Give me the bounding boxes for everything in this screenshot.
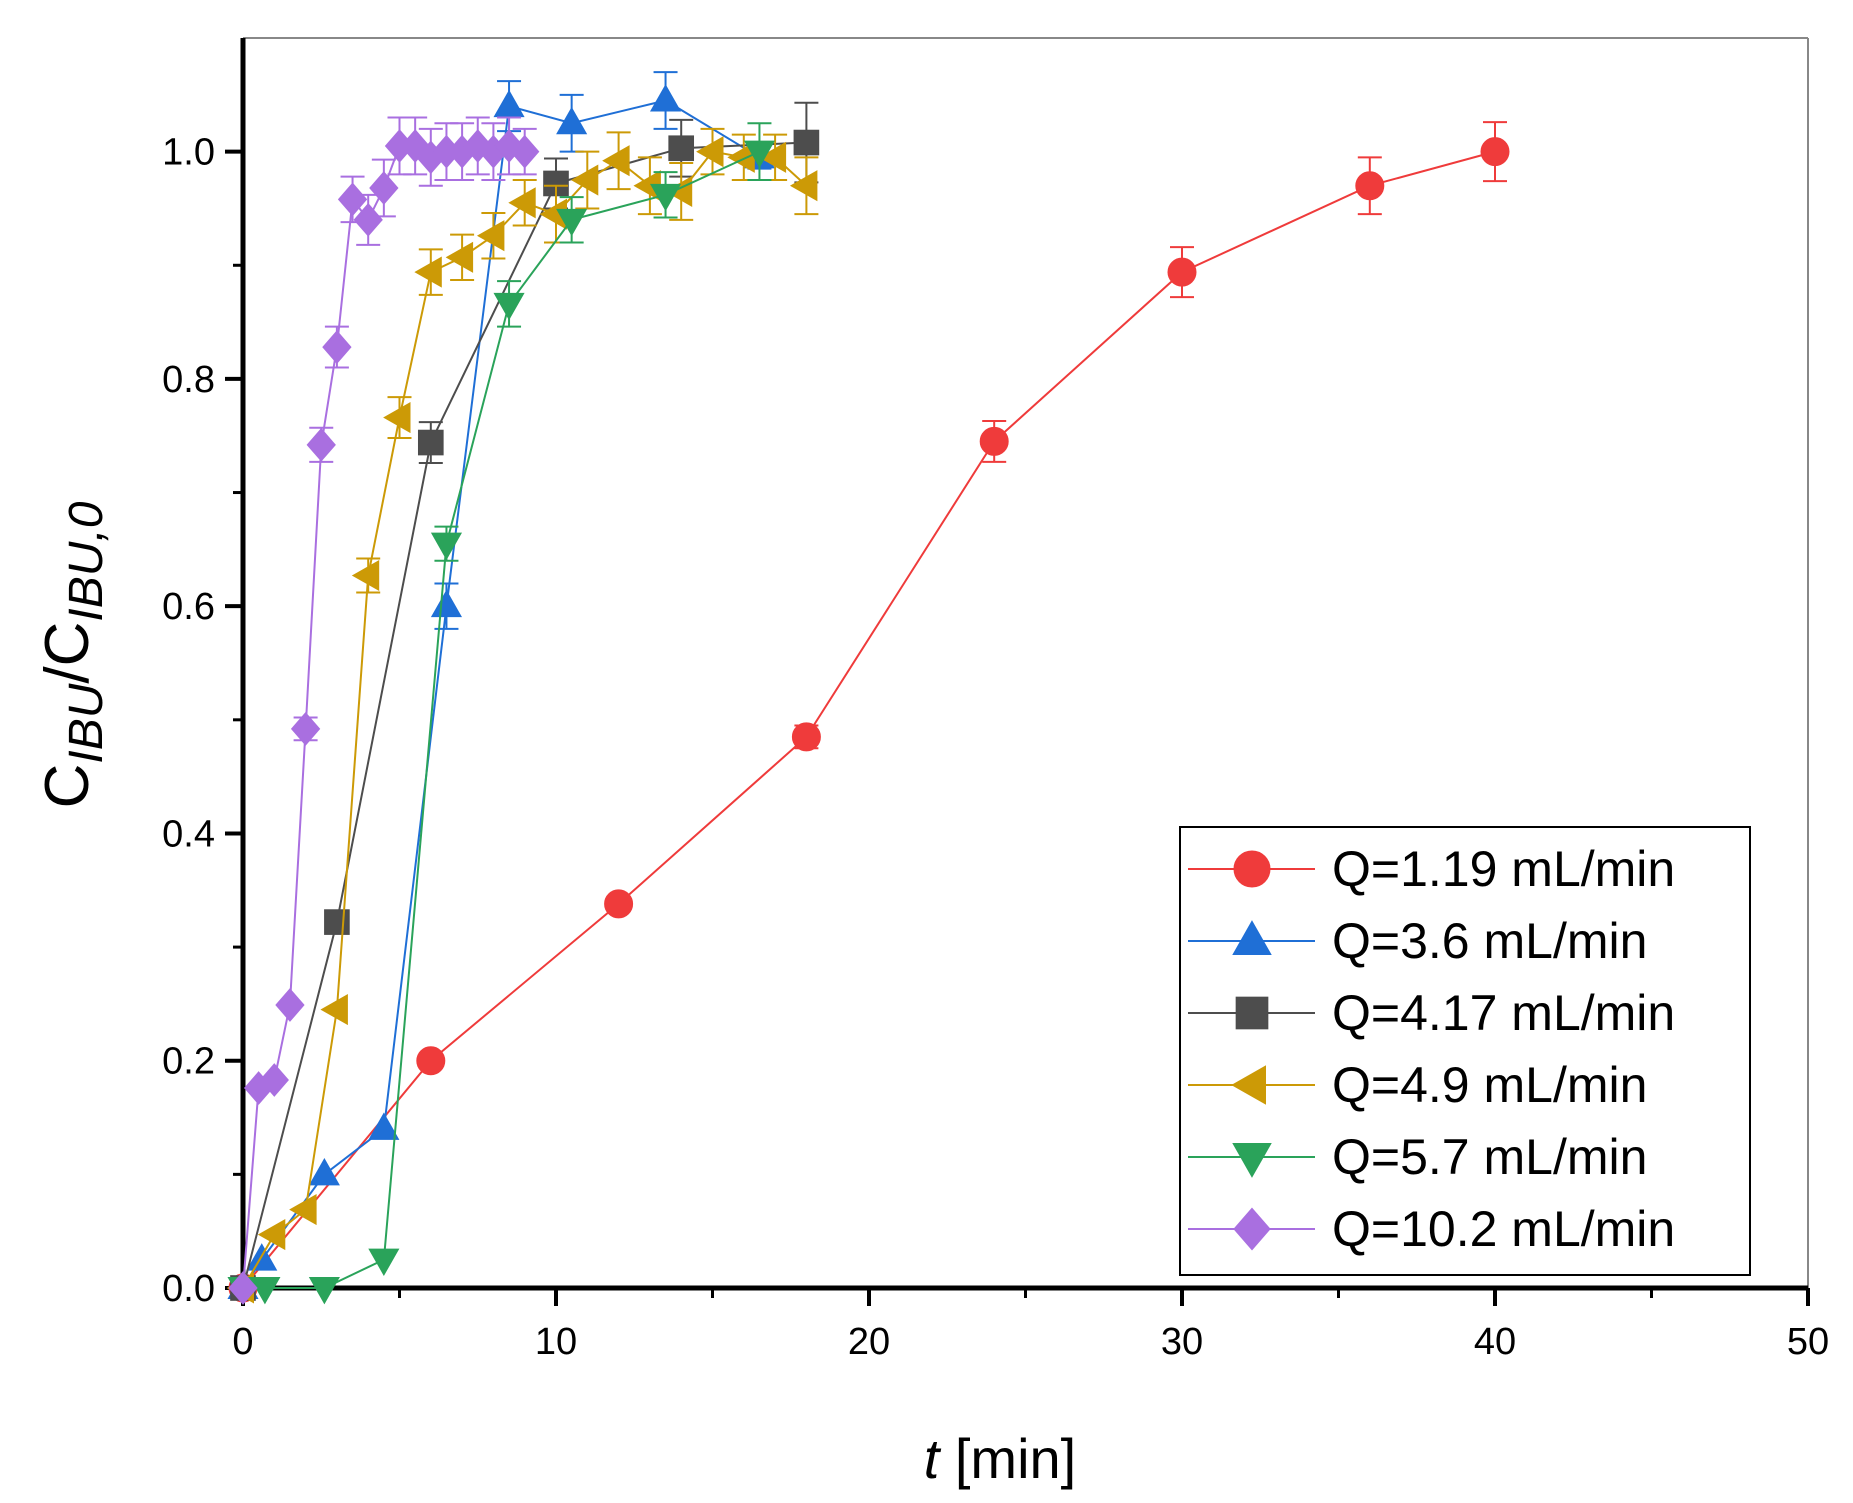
data-point	[306, 427, 336, 462]
legend-label: Q=10.2 mL/min	[1332, 1201, 1675, 1257]
y-tick-label: 1.0	[162, 132, 215, 174]
data-point	[556, 106, 588, 135]
legend-entry: Q=5.7 mL/min	[1188, 1129, 1647, 1185]
data-point	[1480, 137, 1510, 167]
data-point	[743, 140, 776, 169]
data-point	[604, 889, 634, 919]
data-point	[259, 1063, 289, 1097]
data-point	[668, 135, 695, 162]
x-tick-label: 0	[232, 1321, 253, 1363]
data-point	[696, 136, 724, 168]
data-point	[368, 1112, 400, 1140]
legend-swatch-marker	[1231, 1065, 1266, 1105]
series-5	[228, 116, 540, 1305]
legend-swatch-marker	[1233, 850, 1271, 888]
legend-entry: Q=10.2 mL/min	[1188, 1201, 1675, 1257]
x-axis-title-unit: [min]	[939, 1427, 1076, 1490]
data-point	[791, 722, 821, 752]
data-point	[793, 129, 820, 156]
y-tick-label: 0.4	[162, 813, 215, 855]
data-point	[430, 532, 463, 561]
legend-label: Q=5.7 mL/min	[1332, 1129, 1647, 1185]
legend-entry: Q=4.17 mL/min	[1188, 985, 1675, 1041]
data-point	[1355, 171, 1385, 201]
x-axis-title-variable: t	[924, 1427, 942, 1490]
data-point	[493, 292, 525, 321]
series-line	[242, 150, 1496, 1289]
x-axis-title: t [min]	[924, 1427, 1076, 1490]
data-point	[324, 909, 350, 935]
data-point	[789, 170, 818, 202]
data-point	[228, 1271, 258, 1305]
data-point	[320, 994, 348, 1026]
data-point	[337, 182, 368, 217]
y-axis-title-slash: /	[33, 666, 102, 684]
series-0	[228, 121, 1510, 1303]
data-point	[602, 145, 630, 177]
legend-label: Q=1.19 mL/min	[1332, 841, 1675, 897]
data-point	[383, 401, 411, 434]
y-axis: 0.0 0.2 0.4 0.6 0.8 1.0	[162, 132, 243, 1310]
data-point	[369, 171, 399, 205]
data-point	[289, 1194, 317, 1226]
data-point	[556, 208, 588, 237]
y-tick-label: 0.6	[162, 586, 215, 628]
data-point	[416, 1046, 446, 1076]
y-tick-label: 0.8	[162, 359, 215, 401]
data-point	[351, 559, 380, 592]
data-point	[249, 1277, 281, 1305]
legend-label: Q=4.17 mL/min	[1332, 985, 1675, 1041]
data-point	[308, 1157, 340, 1186]
y-axis-title-c1: C	[33, 764, 102, 809]
data-point	[414, 256, 442, 288]
legend-label: Q=4.9 mL/min	[1332, 1057, 1647, 1113]
x-tick-label: 30	[1161, 1321, 1203, 1363]
data-point	[257, 1219, 286, 1251]
x-tick-label: 50	[1787, 1321, 1829, 1363]
data-point	[476, 220, 505, 252]
legend-box	[1179, 826, 1751, 1276]
y-axis-title-sub2: IBU,0	[60, 501, 113, 621]
y-axis-title-sub1: IBU	[60, 683, 113, 763]
legend-swatch-marker	[1235, 996, 1269, 1030]
data-point	[979, 426, 1009, 456]
legend-entry: Q=4.9 mL/min	[1188, 1057, 1647, 1113]
x-tick-label: 20	[848, 1321, 890, 1363]
data-point	[368, 1248, 400, 1277]
data-point	[508, 187, 536, 219]
data-point	[290, 712, 321, 746]
data-point	[1167, 257, 1197, 287]
data-point	[649, 183, 682, 212]
legend-swatch-marker	[1232, 1143, 1272, 1178]
data-point	[322, 330, 352, 364]
y-axis-title: CIBU/CIBU,0	[33, 501, 113, 808]
data-point	[649, 84, 682, 112]
legend: Q=1.19 mL/min Q=3.6 mL/min Q=4.17 mL/min Q=…	[1179, 826, 1751, 1276]
data-point	[758, 141, 787, 173]
data-point	[275, 988, 305, 1022]
data-point	[353, 202, 383, 237]
y-tick-label: 0.0	[162, 1268, 215, 1310]
x-tick-label: 10	[535, 1321, 577, 1363]
data-point	[417, 429, 444, 456]
x-axis: 0 10 20 30 40 50	[232, 1288, 1829, 1363]
data-point	[308, 1277, 340, 1305]
series-line	[242, 141, 807, 1289]
legend-swatch-marker	[1232, 920, 1272, 955]
data-point	[570, 164, 599, 196]
data-point	[445, 241, 474, 273]
series-layer	[226, 71, 1510, 1305]
x-tick-label: 40	[1474, 1321, 1516, 1363]
y-axis-title-c2: C	[33, 622, 102, 667]
y-tick-label: 0.2	[162, 1041, 215, 1083]
data-point	[430, 589, 463, 618]
legend-entry: Q=1.19 mL/min	[1188, 841, 1675, 897]
data-point	[510, 134, 540, 169]
legend-swatch-marker	[1233, 1207, 1271, 1251]
legend-label: Q=3.6 mL/min	[1332, 913, 1647, 969]
legend-entry: Q=3.6 mL/min	[1188, 913, 1647, 969]
